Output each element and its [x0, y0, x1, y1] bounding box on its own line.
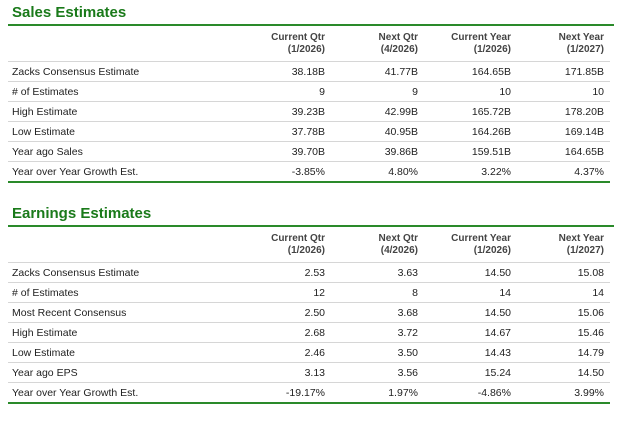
table-cell: 14	[517, 282, 610, 303]
sales-estimates-table: Current Qtr (1/2026) Next Qtr (4/2026) Cur…	[8, 26, 610, 181]
table-cell: 169.14B	[517, 121, 610, 142]
table-cell: 9	[331, 81, 424, 102]
row-label: Year ago EPS	[8, 362, 238, 383]
table-cell: 14.50	[517, 362, 610, 383]
table-cell: 41.77B	[331, 61, 424, 82]
column-header-current-year: Current Year (1/2026)	[424, 227, 517, 263]
header-empty	[8, 26, 238, 62]
row-label: # of Estimates	[8, 81, 238, 102]
column-header-next-year: Next Year (1/2027)	[517, 227, 610, 263]
table-cell: 14.43	[424, 342, 517, 363]
table-cell: 15.46	[517, 322, 610, 343]
sales-estimates-section: Sales Estimates Current Qtr (1/2026) Next…	[0, 2, 620, 183]
section-divider	[8, 402, 610, 404]
table-cell: 3.56	[331, 362, 424, 383]
table-cell: 9	[238, 81, 331, 102]
table-cell: 14.79	[517, 342, 610, 363]
column-header-next-year: Next Year (1/2027)	[517, 26, 610, 62]
table-cell: 14.50	[424, 262, 517, 283]
table-cell: 3.50	[331, 342, 424, 363]
table-row: Year ago EPS 3.13 3.56 15.24 14.50	[8, 362, 610, 383]
table-cell: 42.99B	[331, 101, 424, 122]
table-header-row: Current Qtr (1/2026) Next Qtr (4/2026) Cur…	[8, 26, 610, 62]
table-header-row: Current Qtr (1/2026) Next Qtr (4/2026) Cur…	[8, 227, 610, 263]
table-cell: 4.80%	[388, 165, 418, 178]
table-row: Zacks Consensus Estimate 2.53 3.63 14.50 15.…	[8, 262, 610, 283]
column-header-next-qtr: Next Qtr (4/2026)	[331, 227, 424, 263]
row-label: Low Estimate	[8, 121, 238, 142]
table-row: # of Estimates 9 9 10 10	[8, 81, 610, 102]
table-cell: 38.18B	[238, 61, 331, 82]
sales-estimates-title: Sales Estimates	[8, 2, 614, 26]
table-cell: -3.85%	[291, 165, 325, 178]
table-cell: 3.68	[331, 302, 424, 323]
table-row: # of Estimates 12 8 14 14	[8, 282, 610, 303]
table-cell: 37.78B	[238, 121, 331, 142]
table-cell: 39.86B	[331, 141, 424, 162]
table-row: High Estimate 39.23B 42.99B 165.72B 178.20B	[8, 101, 610, 122]
row-label: Low Estimate	[8, 342, 238, 363]
table-cell: 10	[517, 81, 610, 102]
table-cell: 164.65B	[424, 61, 517, 82]
earnings-estimates-section: Earnings Estimates Current Qtr (1/2026) N…	[0, 203, 620, 404]
row-label: Year over Year Growth Est.	[12, 165, 139, 178]
row-label: High Estimate	[8, 101, 238, 122]
table-cell: 14	[424, 282, 517, 303]
table-cell: 39.70B	[238, 141, 331, 162]
table-cell: 15.06	[517, 302, 610, 323]
table-cell: 165.72B	[424, 101, 517, 122]
table-cell: 3.22%	[481, 165, 511, 178]
table-cell: 3.99%	[574, 386, 604, 399]
row-label: High Estimate	[8, 322, 238, 343]
table-cell: 3.13	[238, 362, 331, 383]
earnings-estimates-table: Current Qtr (1/2026) Next Qtr (4/2026) Cur…	[8, 227, 610, 402]
table-cell: 15.08	[517, 262, 610, 283]
table-cell: 2.68	[238, 322, 331, 343]
row-label: Year ago Sales	[8, 141, 238, 162]
table-cell: 8	[331, 282, 424, 303]
table-cell: 40.95B	[331, 121, 424, 142]
table-cell: 14.67	[424, 322, 517, 343]
table-cell: 159.51B	[424, 141, 517, 162]
row-label: Zacks Consensus Estimate	[8, 262, 238, 283]
table-cell: 15.24	[424, 362, 517, 383]
table-row: Low Estimate 37.78B 40.95B 164.26B 169.14B	[8, 121, 610, 142]
table-cell: 1.97%	[388, 386, 418, 399]
table-cell: 12	[238, 282, 331, 303]
section-divider	[8, 181, 610, 183]
table-cell: 2.50	[238, 302, 331, 323]
table-cell: 10	[424, 81, 517, 102]
table-cell: 178.20B	[517, 101, 610, 122]
column-header-current-qtr: Current Qtr (1/2026)	[238, 227, 331, 263]
table-row: High Estimate 2.68 3.72 14.67 15.46	[8, 322, 610, 343]
table-cell: -19.17%	[285, 386, 325, 399]
table-cell: 164.65B	[517, 141, 610, 162]
table-cell: 3.72	[331, 322, 424, 343]
column-header-current-qtr: Current Qtr (1/2026)	[238, 26, 331, 62]
table-row: Most Recent Consensus 2.50 3.68 14.50 15.06	[8, 302, 610, 323]
table-row: Zacks Consensus Estimate 38.18B 41.77B 164.…	[8, 61, 610, 82]
table-cell: 2.46	[238, 342, 331, 363]
table-cell: 2.53	[238, 262, 331, 283]
column-header-current-year: Current Year (1/2026)	[424, 26, 517, 62]
table-cell: -4.86%	[477, 386, 511, 399]
table-cell: 164.26B	[424, 121, 517, 142]
row-label: # of Estimates	[8, 282, 238, 303]
table-cell: 39.23B	[238, 101, 331, 122]
table-row: Year ago Sales 39.70B 39.86B 159.51B 164.65B	[8, 141, 610, 162]
column-header-next-qtr: Next Qtr (4/2026)	[331, 26, 424, 62]
row-label: Zacks Consensus Estimate	[8, 61, 238, 82]
table-row: Year over Year Growth Est. -19.17% 1.97% -4…	[8, 383, 610, 403]
table-cell: 14.50	[424, 302, 517, 323]
table-cell: 171.85B	[517, 61, 610, 82]
row-label: Most Recent Consensus	[8, 302, 238, 323]
table-row: Low Estimate 2.46 3.50 14.43 14.79	[8, 342, 610, 363]
header-empty	[8, 227, 238, 263]
row-label: Year over Year Growth Est.	[12, 386, 139, 399]
table-row: Year over Year Growth Est. -3.85% 4.80% 3.2…	[8, 162, 610, 182]
table-cell: 3.63	[331, 262, 424, 283]
table-cell: 4.37%	[574, 165, 604, 178]
earnings-estimates-title: Earnings Estimates	[8, 203, 614, 227]
